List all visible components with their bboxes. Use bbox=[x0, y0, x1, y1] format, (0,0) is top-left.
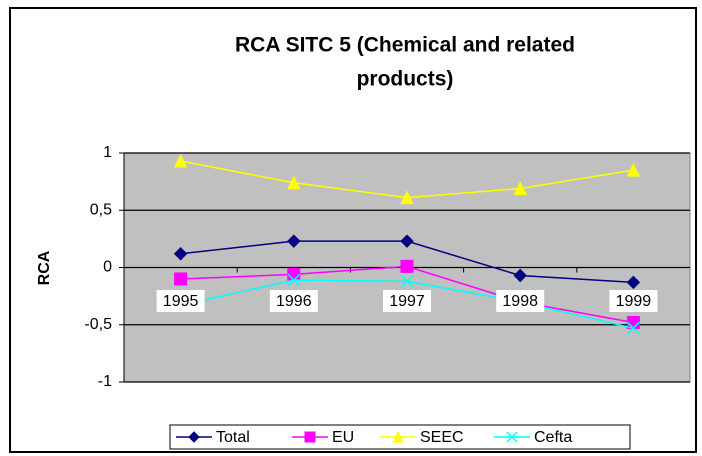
x-tick-label: 1995 bbox=[163, 293, 199, 310]
x-tick-label: 1996 bbox=[276, 293, 312, 310]
x-tick-label-bg bbox=[269, 290, 318, 312]
marker bbox=[174, 272, 188, 286]
marker bbox=[173, 153, 188, 168]
marker bbox=[626, 163, 641, 177]
chart-title: RCA SITC 5 (Chemical and related bbox=[235, 34, 575, 57]
y-tick-label: 1 bbox=[103, 144, 112, 161]
y-tick-label: -1 bbox=[98, 373, 112, 390]
marker bbox=[400, 190, 414, 205]
marker bbox=[400, 259, 414, 273]
marker bbox=[287, 273, 301, 287]
legend-label: Cefta bbox=[534, 429, 572, 446]
y-tick-label: 0 bbox=[103, 259, 112, 276]
marker bbox=[506, 431, 518, 443]
x-tick-label-bg bbox=[609, 290, 658, 312]
y-tick-label: -0,5 bbox=[84, 316, 112, 333]
marker bbox=[400, 274, 414, 288]
legend-label: SEEC bbox=[420, 429, 464, 446]
chart-title: products) bbox=[357, 68, 454, 91]
marker bbox=[286, 175, 301, 190]
legend-label: EU bbox=[332, 429, 354, 446]
y-tick-label: 0,5 bbox=[90, 201, 112, 218]
marker bbox=[173, 247, 188, 261]
marker bbox=[513, 268, 527, 283]
marker bbox=[513, 181, 528, 195]
x-tick-label: 1999 bbox=[616, 293, 652, 310]
y-axis-label: RCA bbox=[36, 250, 53, 285]
marker bbox=[304, 431, 316, 443]
x-tick-label-bg bbox=[383, 290, 431, 312]
marker bbox=[287, 267, 301, 281]
marker bbox=[287, 234, 301, 248]
x-tick-label: 1998 bbox=[502, 293, 538, 310]
x-tick-label-bg bbox=[496, 290, 545, 312]
marker bbox=[626, 275, 641, 290]
legend-label: Total bbox=[216, 429, 250, 446]
x-tick-label-bg bbox=[156, 290, 205, 312]
marker bbox=[400, 234, 414, 248]
marker bbox=[626, 321, 640, 335]
x-tick-label: 1997 bbox=[389, 293, 425, 310]
marker bbox=[392, 430, 404, 443]
marker bbox=[188, 431, 200, 443]
